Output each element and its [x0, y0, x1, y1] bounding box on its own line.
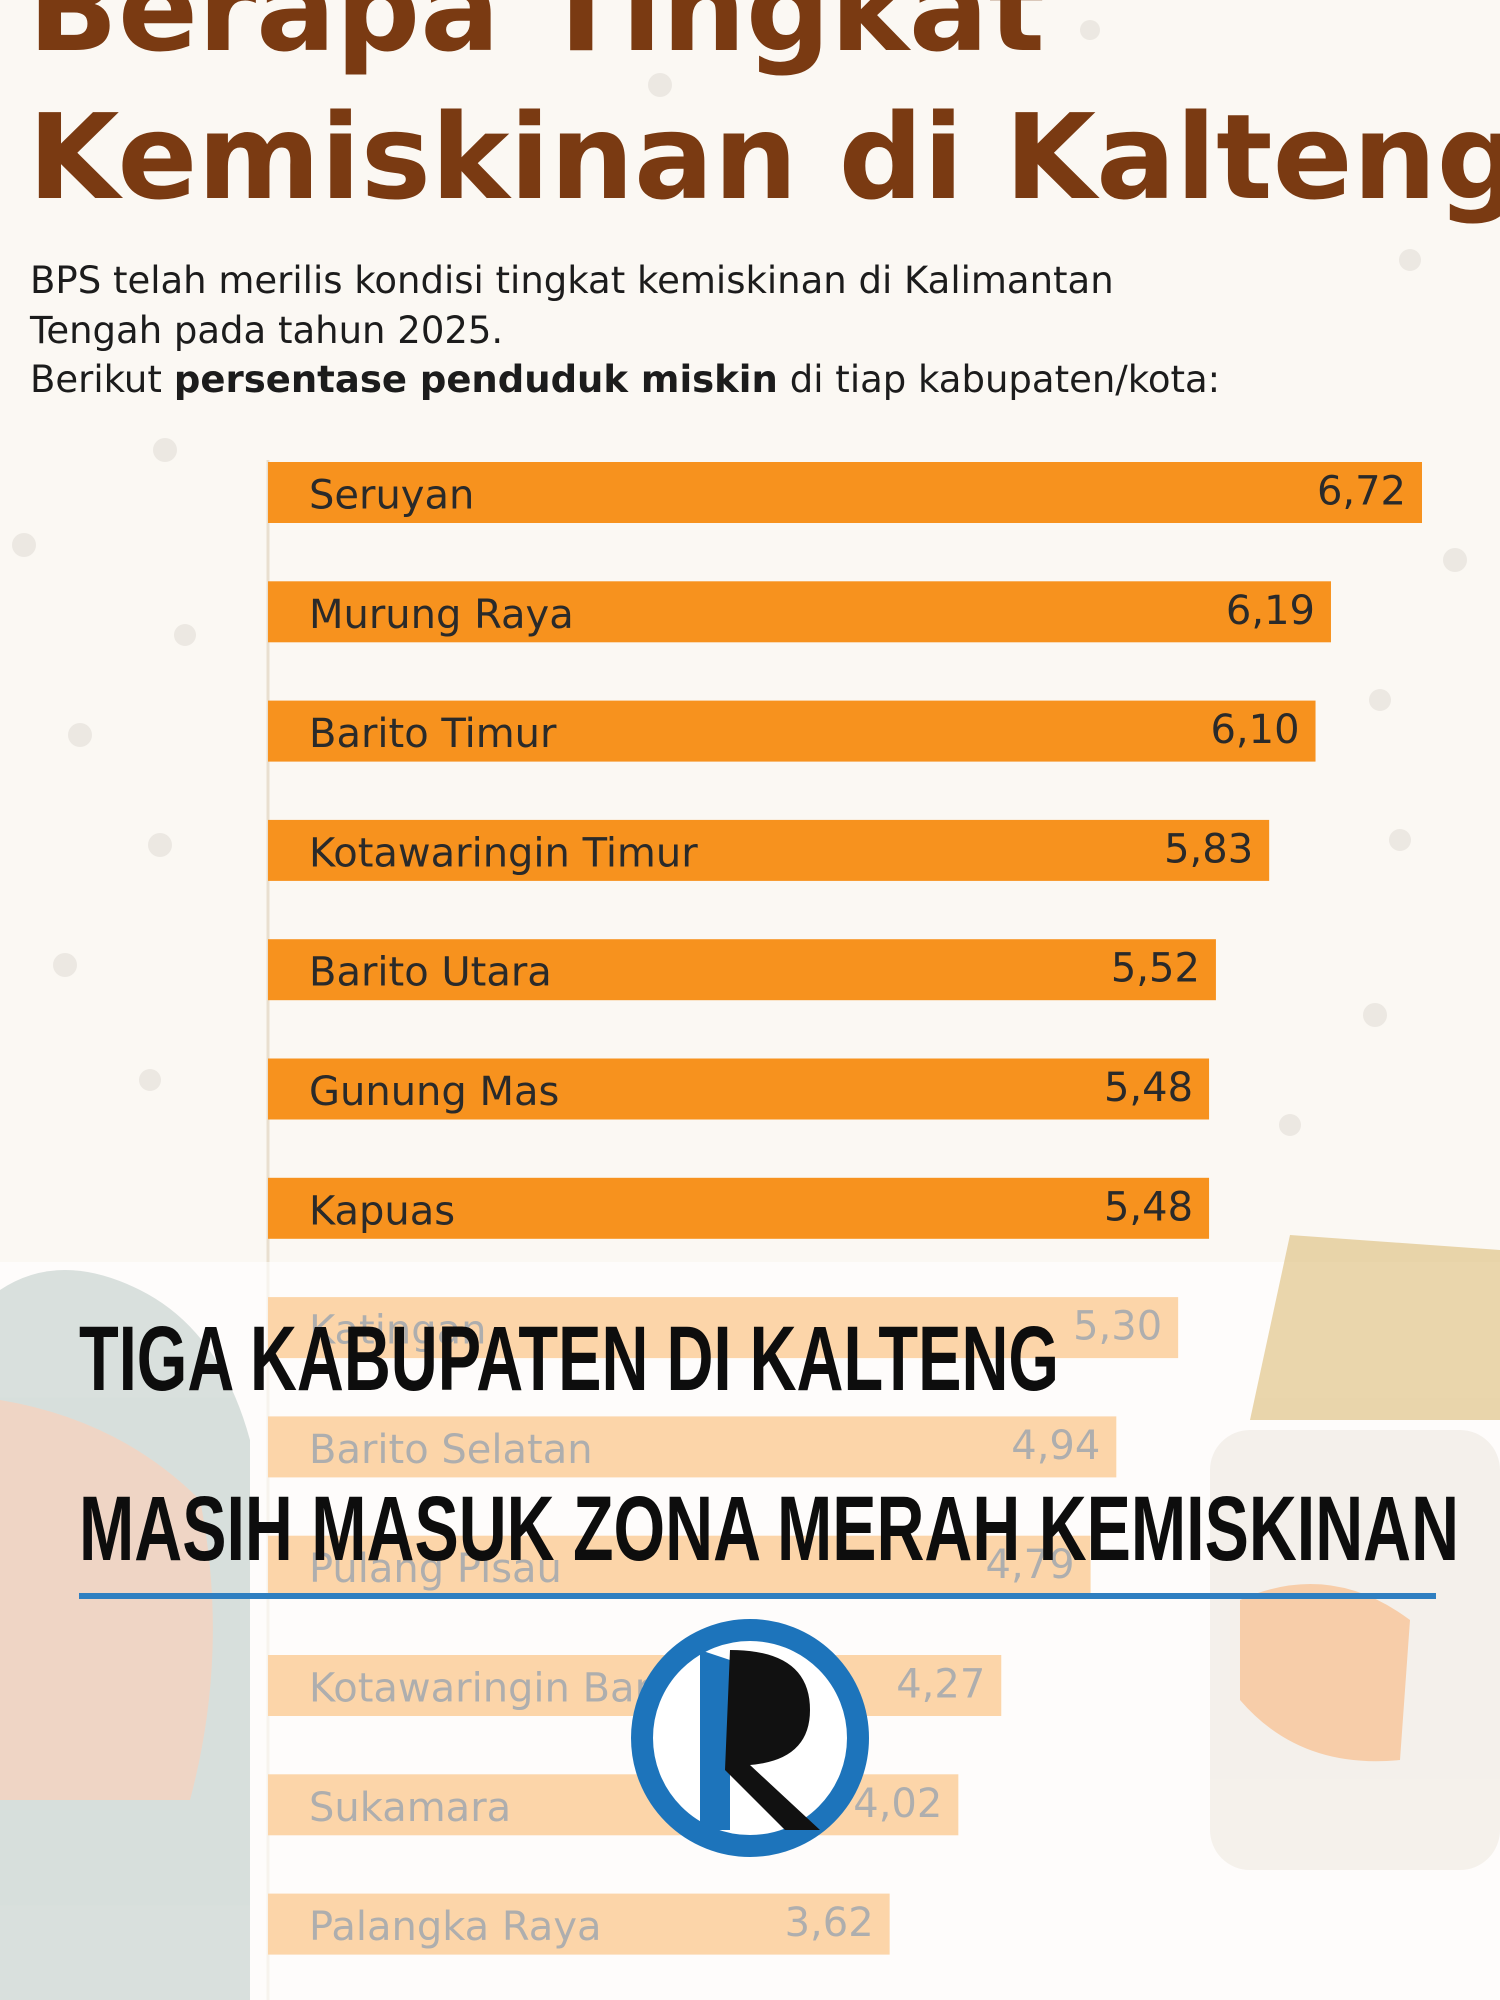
headline: TIGA KABUPATEN DI KALTENG — [79, 1308, 1059, 1410]
lead-text: Berikut — [30, 358, 162, 401]
bar — [268, 1177, 1210, 1239]
category-label: Gunung Mas — [309, 1069, 559, 1115]
bar — [268, 581, 1331, 643]
value-label: 6,10 — [1210, 707, 1299, 753]
value-label: 6,19 — [1226, 588, 1315, 634]
dots — [12, 20, 1467, 1136]
value-label: 6,72 — [1317, 469, 1406, 515]
bar — [268, 939, 1216, 1001]
category-label: Seruyan — [309, 473, 474, 519]
value-label: 5,83 — [1164, 826, 1253, 872]
lead-line: Berikut persentase penduduk miskin di tiap… — [30, 358, 1220, 401]
title-line: Berapa Tingkat — [28, 0, 1045, 78]
illustration — [0, 1235, 1500, 2000]
value-label: 5,48 — [1104, 1184, 1193, 1230]
category-label: Barito Timur — [309, 711, 557, 757]
category-label: Kapuas — [309, 1188, 455, 1234]
value-label: 5,52 — [1111, 946, 1200, 992]
bar — [268, 700, 1316, 762]
title-line: Kemiskinan di Kalteng? — [28, 88, 1500, 226]
lead-text: di tiap kabupaten/kota: — [790, 358, 1220, 401]
category-label: Murung Raya — [309, 592, 574, 638]
bar — [268, 1058, 1210, 1120]
category-label: Barito Utara — [309, 950, 552, 996]
bar — [268, 819, 1270, 881]
intro-line: Tengah pada tahun 2025. — [29, 309, 503, 352]
headline: MASIH MASUK ZONA MERAH KEMISKINAN — [79, 1478, 1459, 1580]
value-label: 5,48 — [1104, 1065, 1193, 1111]
category-label: Kotawaringin Timur — [309, 830, 698, 876]
lead-bold: persentase penduduk miskin — [174, 358, 778, 401]
intro-line: BPS telah merilis kondisi tingkat kemisk… — [30, 259, 1114, 302]
logo — [631, 1619, 869, 1857]
bar — [268, 462, 1422, 523]
